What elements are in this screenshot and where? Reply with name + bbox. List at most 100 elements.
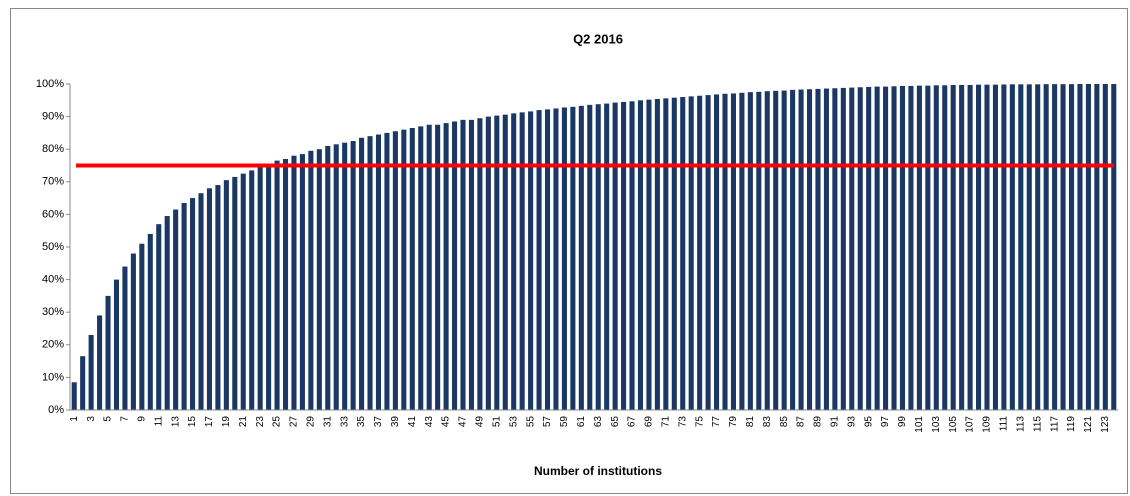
bar [266, 163, 272, 410]
bar [612, 102, 618, 410]
bar [764, 91, 770, 410]
y-tick-label: 100% [36, 78, 64, 90]
y-tick-label: 90% [42, 111, 64, 123]
bar [164, 216, 170, 410]
x-tick-label: 113 [1015, 416, 1026, 432]
bar [942, 85, 948, 410]
x-tick-label: 29 [306, 416, 317, 428]
x-tick-label: 61 [576, 416, 587, 428]
x-tick-label: 101 [914, 416, 925, 433]
bar [680, 97, 686, 410]
bar [460, 119, 466, 411]
x-tick-label: 63 [593, 416, 604, 428]
bar [595, 104, 601, 410]
bar [528, 111, 534, 410]
bar [637, 100, 644, 411]
bar [578, 105, 584, 410]
bar [1077, 84, 1083, 410]
bar [1102, 84, 1108, 410]
x-tick-label: 91 [830, 416, 841, 428]
bar [1111, 84, 1117, 410]
x-tick-label: 87 [796, 416, 807, 428]
bar [156, 224, 162, 410]
x-tick-label: 97 [880, 416, 891, 428]
x-tick-label: 65 [610, 416, 621, 428]
y-tick-label: 50% [42, 241, 64, 253]
x-tick-label: 1 [69, 416, 80, 422]
bar [350, 141, 356, 411]
bar [1052, 84, 1058, 411]
bar [899, 85, 906, 411]
chart-title: Q2 2016 [573, 31, 623, 46]
bar [1094, 84, 1100, 410]
bar [452, 121, 458, 411]
x-tick-label: 33 [339, 416, 350, 428]
x-tick-label: 55 [525, 416, 536, 428]
y-tick-label: 70% [42, 176, 64, 188]
bar [468, 119, 474, 411]
bar [756, 91, 762, 410]
bar [992, 84, 998, 410]
x-tick-label: 71 [660, 416, 671, 428]
bar [722, 93, 728, 410]
bar [840, 87, 846, 411]
bar [325, 145, 331, 410]
bar [570, 106, 576, 410]
bar [984, 84, 990, 410]
bar [426, 124, 432, 410]
bar [409, 128, 415, 410]
chart-frame [10, 8, 1128, 494]
bar [959, 84, 965, 410]
x-tick-label: 99 [897, 416, 908, 428]
bar [553, 108, 559, 410]
bar [173, 209, 179, 410]
bar [122, 266, 128, 410]
bar [976, 84, 982, 410]
bar [866, 86, 872, 411]
bar [798, 89, 804, 411]
y-tick-label: 30% [42, 306, 64, 318]
x-tick-label: 81 [745, 416, 756, 428]
x-tick-label: 17 [204, 416, 215, 428]
bar [874, 86, 880, 410]
y-tick-label: 60% [42, 208, 64, 220]
x-tick-label: 83 [762, 416, 773, 428]
bar [367, 136, 373, 410]
bar [587, 104, 593, 410]
bar [232, 176, 238, 410]
bar [519, 112, 525, 410]
bar [773, 90, 779, 410]
x-tick-label: 39 [390, 416, 401, 428]
bar [629, 101, 635, 410]
bar [604, 103, 610, 410]
x-tick-label: 53 [508, 416, 519, 428]
bar [1001, 84, 1007, 410]
bar [342, 142, 348, 410]
bar [561, 107, 567, 411]
bar [97, 315, 103, 410]
bar [80, 356, 86, 410]
x-tick-label: 21 [238, 416, 249, 428]
x-tick-label: 13 [170, 416, 181, 428]
bar [967, 84, 973, 410]
bar [401, 129, 407, 410]
bar [113, 279, 120, 410]
bar [1018, 84, 1024, 411]
x-tick-label: 117 [1049, 416, 1060, 432]
bar [1035, 84, 1041, 411]
x-tick-label: 69 [644, 416, 655, 428]
bar [418, 126, 424, 410]
bar [443, 123, 449, 411]
x-tick-label: 105 [948, 416, 959, 433]
bar [139, 243, 145, 410]
bar [257, 167, 263, 410]
x-tick-label: 25 [272, 416, 283, 428]
bar [950, 84, 956, 410]
bar [130, 253, 136, 410]
x-tick-label: 79 [728, 416, 739, 428]
x-tick-label: 115 [1032, 416, 1043, 432]
bar [916, 85, 922, 410]
bar [883, 86, 889, 410]
bar [891, 86, 897, 411]
